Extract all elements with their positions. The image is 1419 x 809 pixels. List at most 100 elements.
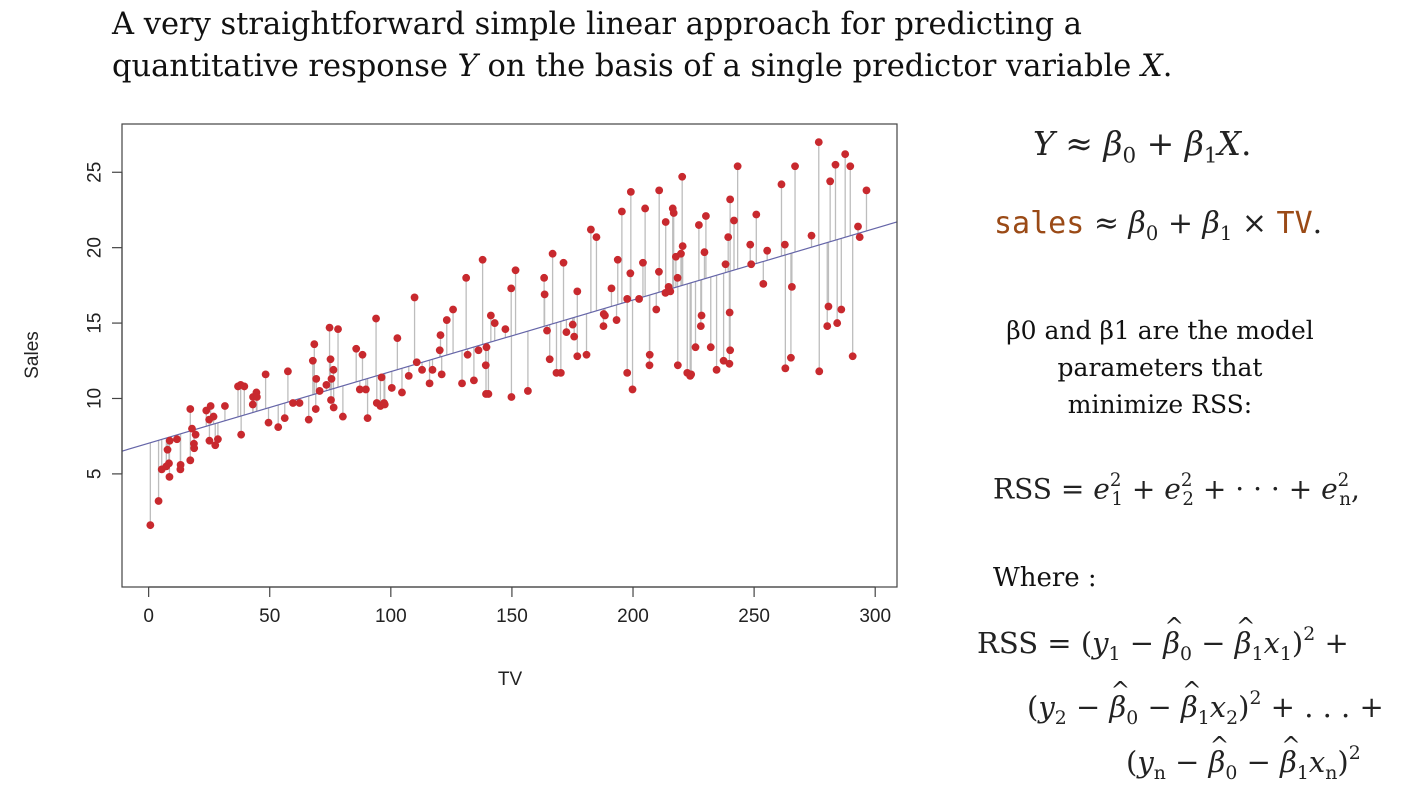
eq-symbol: = bbox=[1060, 472, 1085, 506]
data-point bbox=[568, 320, 577, 329]
eq-symbol: β bbox=[1109, 677, 1129, 724]
eq-symbol: β bbox=[1209, 732, 1229, 779]
data-point bbox=[570, 332, 579, 341]
data-point bbox=[837, 305, 846, 314]
eq-symbol: ( bbox=[1080, 626, 1093, 661]
data-point bbox=[726, 195, 735, 204]
eq-symbol: + bbox=[1359, 690, 1384, 725]
data-point bbox=[862, 186, 871, 195]
data-point bbox=[261, 370, 270, 379]
data-point bbox=[146, 521, 155, 530]
eq-superscript: 2 bbox=[1337, 470, 1350, 491]
eq-superscript: 2 bbox=[1348, 743, 1361, 764]
data-point bbox=[791, 162, 799, 171]
data-point bbox=[781, 364, 790, 373]
eq-symbol: β bbox=[1181, 677, 1201, 724]
eq-symbol: . . . bbox=[1304, 690, 1351, 725]
title-text: on the basis of a single predictor varia… bbox=[477, 49, 1141, 84]
data-point bbox=[652, 305, 661, 314]
data-point bbox=[482, 343, 491, 352]
data-point bbox=[759, 279, 768, 288]
where-label: Where : bbox=[993, 563, 1097, 593]
data-point bbox=[696, 322, 705, 330]
residual-lines bbox=[149, 142, 868, 526]
rss-expanded-line-1: RSS = (y1 − β0 − β1x1)2 + bbox=[977, 613, 1349, 665]
eq-symbol: × bbox=[1241, 206, 1267, 241]
data-point bbox=[312, 374, 321, 383]
description-line: minimize RSS: bbox=[1067, 390, 1253, 419]
data-point bbox=[841, 150, 850, 159]
eq-symbol: ) bbox=[1337, 745, 1349, 780]
y-tick-label: 20 bbox=[85, 237, 106, 258]
data-point bbox=[669, 209, 678, 217]
data-point bbox=[540, 290, 549, 299]
title-text: . bbox=[1162, 49, 1173, 84]
data-point bbox=[787, 282, 796, 291]
eq-symbol: y bbox=[1137, 745, 1154, 780]
data-point bbox=[548, 249, 557, 258]
eq-subscript: 0 bbox=[1180, 643, 1193, 665]
data-point bbox=[191, 430, 200, 439]
data-point bbox=[372, 314, 380, 323]
data-point bbox=[280, 414, 289, 422]
data-point bbox=[214, 435, 222, 444]
eq-superscript: 2 bbox=[1303, 624, 1316, 645]
title-text: quantitative response bbox=[112, 49, 458, 84]
data-point bbox=[176, 460, 185, 469]
data-point bbox=[248, 400, 257, 409]
data-point bbox=[173, 435, 181, 444]
data-point bbox=[474, 346, 483, 355]
data-point bbox=[831, 160, 840, 169]
eq-symbol: β bbox=[1103, 124, 1123, 163]
eq-symbol: β bbox=[1280, 732, 1300, 779]
data-point bbox=[190, 444, 199, 453]
description-line: β0 and β1 are the model bbox=[1006, 316, 1314, 345]
data-point bbox=[678, 242, 687, 251]
eq-symbol: . bbox=[1241, 124, 1252, 163]
data-point bbox=[666, 287, 675, 296]
data-point bbox=[310, 340, 319, 349]
plot-frame bbox=[121, 123, 898, 588]
eq-symbol: + bbox=[1146, 124, 1175, 163]
x-axis: 0 50 100 150 200 250 300 bbox=[143, 586, 891, 627]
data-point bbox=[481, 361, 490, 370]
eq-symbol: y bbox=[1038, 690, 1055, 725]
data-point bbox=[725, 308, 734, 317]
data-point bbox=[746, 240, 755, 249]
data-point bbox=[163, 445, 172, 454]
rss-definition: RSS = e21 + e22 + · · · + e2n, bbox=[993, 470, 1360, 510]
data-point bbox=[721, 260, 730, 269]
x-tick-label: 100 bbox=[375, 606, 407, 627]
data-point bbox=[661, 218, 670, 226]
x-axis-label: TV bbox=[498, 669, 523, 690]
data-point bbox=[694, 221, 703, 229]
eq-symbol: + bbox=[1202, 472, 1227, 506]
data-point bbox=[854, 222, 862, 231]
data-point bbox=[601, 311, 609, 320]
eq-symbol: e bbox=[1321, 472, 1338, 506]
eq-symbol: x bbox=[1308, 745, 1326, 780]
data-point bbox=[410, 293, 419, 302]
data-point bbox=[425, 379, 434, 388]
data-point bbox=[586, 225, 595, 234]
data-point bbox=[573, 287, 582, 296]
eq-symbol: ( bbox=[1126, 745, 1138, 780]
data-point bbox=[358, 350, 367, 359]
data-point bbox=[484, 390, 493, 398]
data-point bbox=[545, 355, 554, 364]
eq-subscript: 1 bbox=[1203, 143, 1218, 169]
data-point bbox=[377, 373, 386, 382]
eq-symbol: − bbox=[1147, 690, 1172, 725]
data-point bbox=[823, 322, 832, 330]
eq-subscript: 0 bbox=[1225, 762, 1238, 784]
eq-subscript: n bbox=[1325, 762, 1338, 784]
eq-subscript: n bbox=[1153, 762, 1166, 784]
data-point bbox=[361, 385, 370, 394]
x-tick-label: 300 bbox=[859, 606, 891, 627]
data-point bbox=[833, 319, 842, 327]
data-point bbox=[165, 459, 173, 468]
data-point bbox=[814, 138, 823, 146]
eq-symbol: β bbox=[1184, 124, 1204, 163]
data-point bbox=[240, 382, 249, 391]
data-point bbox=[724, 233, 733, 242]
